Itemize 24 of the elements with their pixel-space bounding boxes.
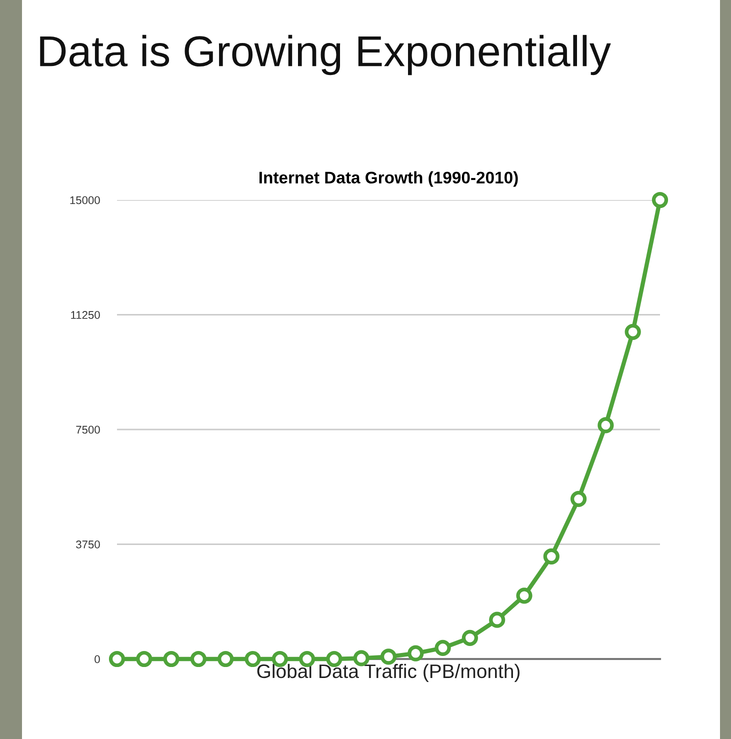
point (543, 548, 560, 565)
chart-subtitle: Data is Growing Exponentially (40, 34, 611, 76)
chart-title: Internet Data Growth (1990-2010) (259, 171, 518, 187)
point (598, 417, 614, 434)
point (380, 648, 397, 665)
point (489, 612, 506, 628)
point (570, 490, 587, 508)
point (408, 645, 424, 662)
y-tick-label: 15000 (70, 196, 100, 204)
y-tick-label: 3750 (76, 540, 100, 548)
point (136, 650, 152, 668)
point (108, 650, 126, 668)
point (624, 324, 641, 340)
y-tick-label: 0 (94, 655, 100, 664)
x-axis-title: Global Data Traffic (PB/month) (257, 664, 520, 682)
point (434, 640, 451, 656)
point (190, 650, 207, 668)
point (163, 650, 180, 668)
point (652, 192, 668, 208)
y-tick-label: 7500 (76, 426, 100, 434)
point (516, 588, 532, 604)
point (462, 630, 478, 646)
point (218, 650, 234, 668)
y-tick-label: 11250 (71, 311, 100, 319)
